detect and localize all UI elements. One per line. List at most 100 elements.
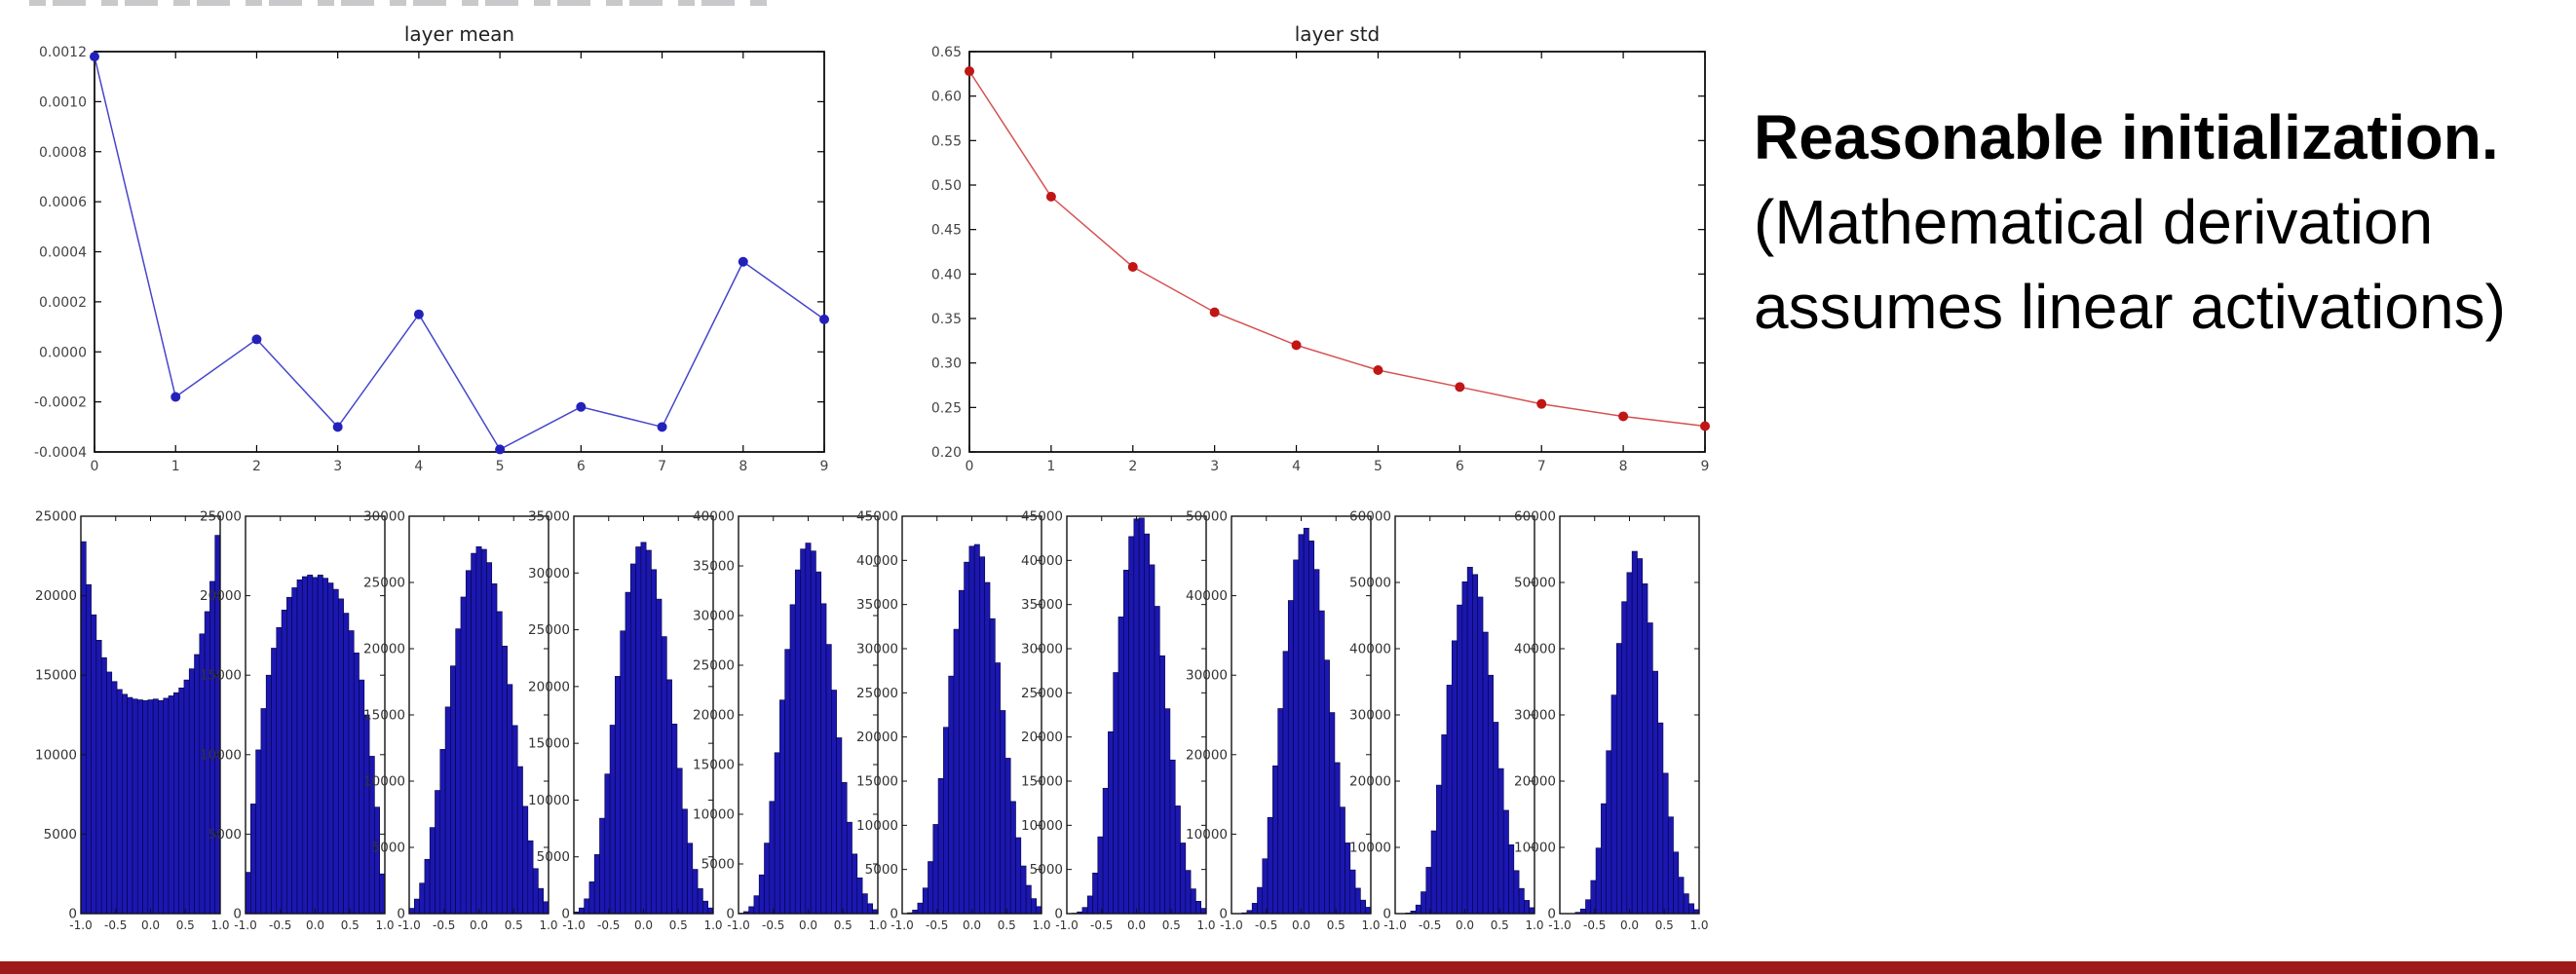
svg-text:25000: 25000 [528,622,570,638]
svg-text:10000: 10000 [1349,841,1391,856]
svg-text:2: 2 [1128,459,1137,474]
svg-text:0.5: 0.5 [341,918,360,932]
svg-text:20000: 20000 [1186,747,1228,763]
svg-text:0.0: 0.0 [799,918,817,932]
svg-text:1.0: 1.0 [1361,918,1380,932]
svg-text:15000: 15000 [35,668,77,684]
svg-text:8: 8 [739,459,747,474]
svg-text:-0.5: -0.5 [762,918,784,932]
svg-text:0: 0 [397,907,405,922]
svg-text:0.0008: 0.0008 [39,145,87,161]
layer-std-plot: layer std 0.65 0.60 0.55 0.50 0.45 0.40 0.35 0.3… [931,22,1710,474]
histogram-panel-layer-1: 0 5000 10000 15000 20000 25000 -1.0 -0.5 0.0 0.5 1… [35,509,230,933]
svg-text:30000: 30000 [1514,708,1556,724]
svg-text:1.0: 1.0 [375,918,394,932]
svg-text:10000: 10000 [856,818,898,834]
svg-text:0.55: 0.55 [931,133,962,149]
svg-text:1.0: 1.0 [868,918,887,932]
svg-text:20000: 20000 [1514,774,1556,790]
svg-text:0.5: 0.5 [1162,918,1181,932]
svg-text:50000: 50000 [1186,509,1228,525]
histogram-panel-layer-7: 0 5000 10000 15000 20000 25000 30000 35000 40000… [1021,509,1216,933]
svg-text:15000: 15000 [1021,774,1063,790]
histogram-panel-layer-4: 0 5000 10000 15000 20000 25000 30000 35000 -1.0-… [528,509,723,933]
svg-text:0: 0 [726,907,735,922]
svg-text:15000: 15000 [363,708,405,724]
svg-text:30000: 30000 [1021,642,1063,657]
svg-text:0.0: 0.0 [1456,918,1474,932]
caption-line-2: (Mathematical derivation [1754,187,2434,258]
svg-text:30000: 30000 [1186,668,1228,684]
svg-text:20000: 20000 [1349,774,1391,790]
svg-text:-1.0: -1.0 [890,918,913,932]
svg-text:0.0: 0.0 [306,918,324,932]
activation-histograms-row: 0 5000 10000 15000 20000 25000 -1.0 -0.5 0.0 0.5 1… [0,509,1754,949]
svg-text:35000: 35000 [1021,597,1063,613]
svg-text:15000: 15000 [856,774,898,790]
svg-text:0.0004: 0.0004 [39,245,87,261]
svg-text:0.5: 0.5 [834,918,852,932]
svg-text:1.0: 1.0 [1196,918,1215,932]
svg-text:60000: 60000 [1514,509,1556,525]
svg-text:0.0: 0.0 [963,918,981,932]
caption-block: Reasonable initialization. (Mathematical… [1754,95,2506,350]
svg-text:4: 4 [414,459,423,474]
svg-text:0.0010: 0.0010 [39,94,87,110]
svg-text:0: 0 [1547,907,1556,922]
caption-line-3: assumes linear activations) [1754,272,2506,343]
svg-text:-1.0: -1.0 [69,918,92,932]
svg-text:25000: 25000 [856,686,898,701]
svg-text:10000: 10000 [363,774,405,790]
svg-text:0.0002: 0.0002 [39,295,87,311]
svg-text:30000: 30000 [363,509,405,525]
svg-text:1: 1 [171,459,180,474]
svg-text:15000: 15000 [528,736,570,752]
svg-text:30000: 30000 [528,566,570,581]
svg-text:-1.0: -1.0 [1220,918,1242,932]
svg-text:8: 8 [1619,459,1628,474]
svg-text:-1.0: -1.0 [727,918,749,932]
svg-text:10000: 10000 [200,747,242,763]
svg-text:9: 9 [820,459,829,474]
svg-text:-0.0004: -0.0004 [34,445,87,461]
svg-text:5000: 5000 [701,857,735,873]
histogram-panel-layer-10: 0 10000 20000 30000 40000 50000 60000 -1.0 -0.5 0… [1514,509,1709,933]
svg-text:20000: 20000 [35,588,77,604]
svg-text:3: 3 [333,459,342,474]
svg-text:1.0: 1.0 [210,918,229,932]
svg-text:0.60: 0.60 [931,90,962,105]
svg-text:9: 9 [1701,459,1710,474]
svg-text:-0.5: -0.5 [269,918,291,932]
svg-text:-1.0: -1.0 [234,918,256,932]
svg-text:20000: 20000 [693,708,735,724]
svg-text:0: 0 [561,907,570,922]
svg-text:35000: 35000 [528,509,570,525]
svg-text:layer std: layer std [1295,22,1381,46]
svg-text:25000: 25000 [1021,686,1063,701]
svg-text:0.50: 0.50 [931,178,962,194]
svg-text:0.5: 0.5 [1655,918,1674,932]
svg-text:-1.0: -1.0 [562,918,585,932]
svg-text:6: 6 [577,459,586,474]
layer-mean-plot: layer mean 0.0012 0.0010 0.0008 0.0006 0.0004… [34,22,829,474]
svg-text:60000: 60000 [1349,509,1391,525]
svg-text:10000: 10000 [1186,827,1228,843]
svg-text:0.0: 0.0 [470,918,488,932]
svg-text:layer mean: layer mean [404,22,514,46]
svg-text:-1.0: -1.0 [1383,918,1406,932]
svg-text:0.5: 0.5 [1491,918,1509,932]
caption-title: Reasonable initialization. [1754,102,2499,172]
svg-text:40000: 40000 [1349,642,1391,657]
svg-text:0.5: 0.5 [1327,918,1345,932]
svg-text:0.0: 0.0 [141,918,160,932]
svg-text:0.0012: 0.0012 [39,45,87,60]
svg-text:1.0: 1.0 [1032,918,1050,932]
svg-text:5000: 5000 [44,827,77,843]
svg-text:15000: 15000 [693,758,735,773]
svg-text:-1.0: -1.0 [398,918,420,932]
svg-text:5000: 5000 [865,862,898,878]
svg-text:15000: 15000 [200,668,242,684]
svg-text:7: 7 [1537,459,1546,474]
svg-text:35000: 35000 [693,559,735,575]
svg-text:0: 0 [91,459,99,474]
